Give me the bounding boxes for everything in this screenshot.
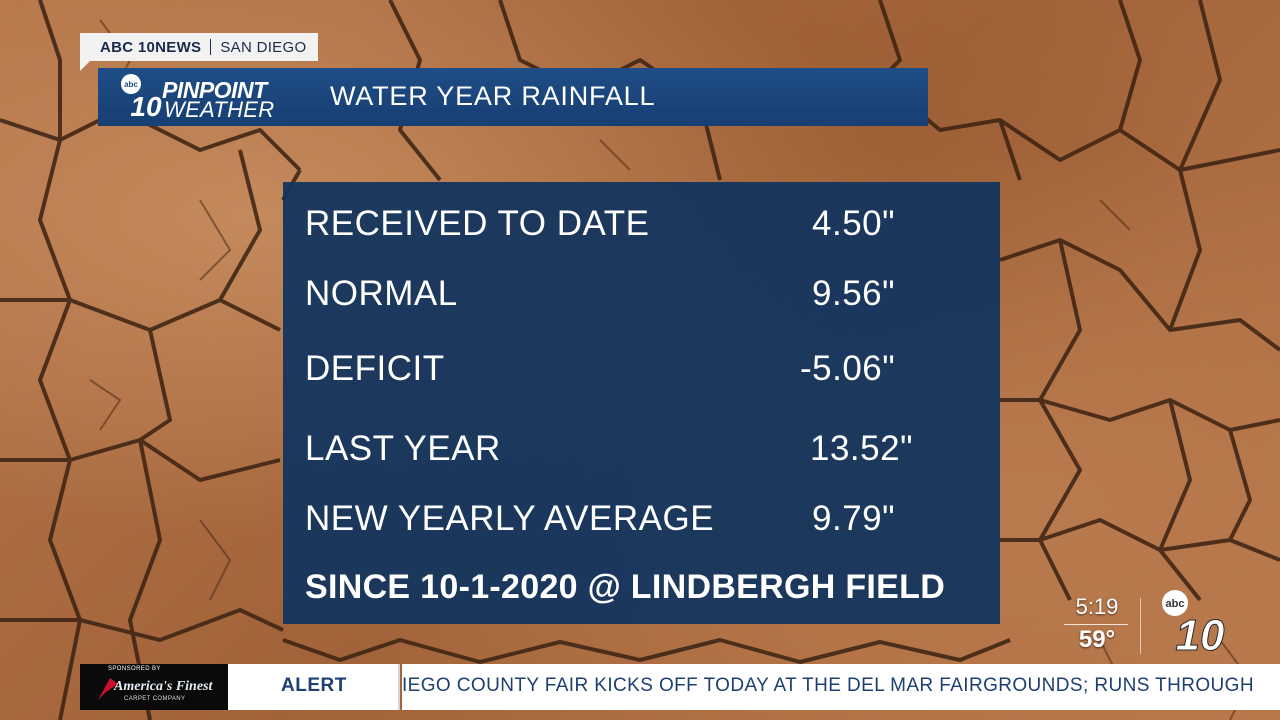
row-label: NEW YEARLY AVERAGE [305, 499, 715, 538]
pinpoint-weather-logo: abc 10 PINPOINT WEATHER [118, 72, 288, 122]
current-temperature: 59° [1078, 626, 1116, 653]
row-deficit: DEFICIT -5.06" [305, 349, 980, 397]
news-ticker: SPONSORED BY America's Finest CARPET COM… [80, 664, 1280, 710]
station-separator [210, 39, 212, 55]
sponsor-swoosh-icon [98, 678, 118, 700]
svg-text:10: 10 [130, 91, 162, 122]
row-label: RECEIVED TO DATE [305, 204, 650, 243]
logo-weather-text: WEATHER [164, 97, 275, 122]
clock-time: 5:19 [1075, 594, 1119, 619]
header-bar: abc 10 PINPOINT WEATHER WATER YEAR RAINF… [98, 68, 928, 126]
row-value: 9.56" [812, 274, 896, 313]
svg-text:abc: abc [1166, 598, 1185, 610]
station-bug-tail [80, 61, 90, 71]
sponsor-box: SPONSORED BY America's Finest CARPET COM… [80, 664, 228, 710]
row-received-to-date: RECEIVED TO DATE 4.50" [305, 204, 980, 252]
logo-pinpoint-text: PINPOINT [162, 77, 267, 103]
row-label: LAST YEAR [305, 429, 501, 468]
row-label: NORMAL [305, 274, 458, 313]
data-source-footnote: SINCE 10-1-2020 @ LINDBERGH FIELD [305, 568, 946, 606]
abc10-corner-logo-icon: abc 10 [1162, 590, 1225, 658]
station-bug: ABC 10NEWS SAN DIEGO [80, 33, 318, 61]
sponsor-label: SPONSORED BY [108, 666, 161, 672]
row-value: 4.50" [812, 204, 896, 243]
corner-divider [1140, 598, 1141, 654]
ticker-tag: ALERT [228, 664, 400, 710]
row-new-yearly-average: NEW YEARLY AVERAGE 9.79" [305, 499, 980, 547]
rainfall-data-panel: RECEIVED TO DATE 4.50" NORMAL 9.56" DEFI… [283, 182, 1000, 624]
row-label: DEFICIT [305, 349, 445, 388]
svg-text:10: 10 [1176, 611, 1225, 658]
ticker-crawl: IEGO COUNTY FAIR KICKS OFF TODAY AT THE … [402, 664, 1280, 710]
graphic-title: WATER YEAR RAINFALL [330, 81, 656, 111]
station-brand: ABC 10NEWS [100, 38, 202, 56]
sponsor-subtitle: CARPET COMPANY [124, 696, 186, 702]
row-value: -5.06" [800, 349, 896, 388]
ticker-crawl-text: IEGO COUNTY FAIR KICKS OFF TODAY AT THE … [402, 675, 1254, 696]
row-normal: NORMAL 9.56" [305, 274, 980, 322]
row-value: 9.79" [812, 499, 896, 538]
row-value: 13.52" [810, 429, 914, 468]
sponsor-name: America's Finest [114, 679, 213, 694]
svg-text:abc: abc [124, 80, 138, 89]
ticker-tag-label: ALERT [281, 675, 347, 696]
abc10-logo-icon: abc 10 [121, 74, 162, 122]
station-city: SAN DIEGO [220, 38, 307, 56]
clock-divider [1064, 624, 1128, 625]
row-last-year: LAST YEAR 13.52" [305, 429, 980, 477]
